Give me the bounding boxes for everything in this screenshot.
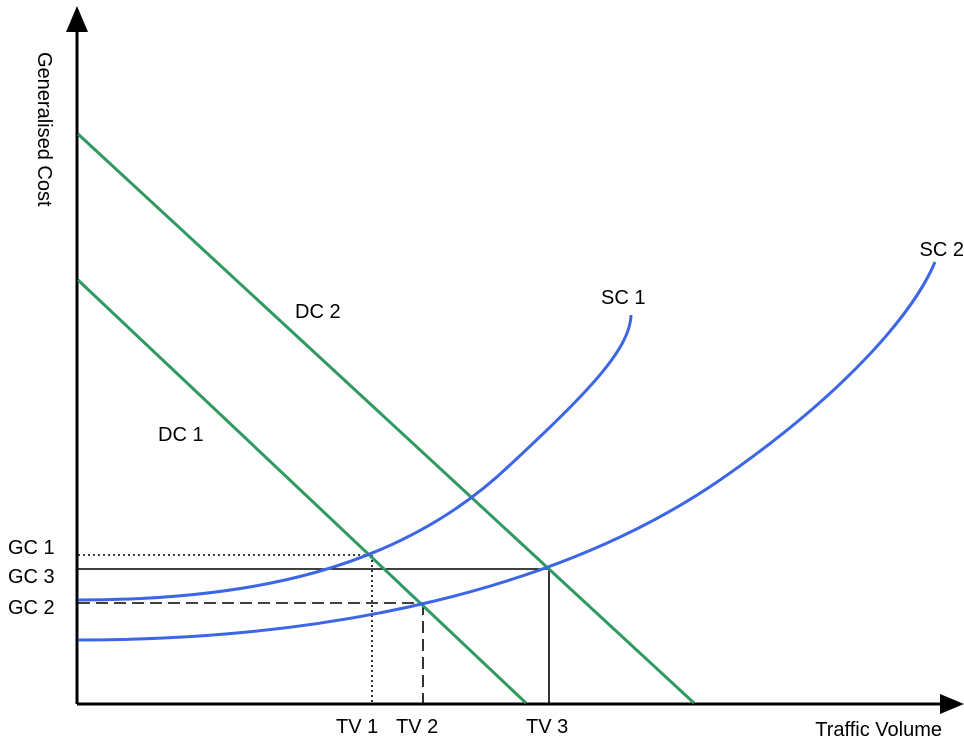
demand-curves	[76, 132, 696, 705]
y-axis-label: Generalised Cost	[33, 52, 55, 207]
sc1-label: SC 1	[601, 287, 645, 309]
x-axis-label: Traffic Volume	[815, 719, 942, 740]
tv1-label: TV 1	[336, 716, 378, 738]
dc1-line	[76, 278, 528, 705]
supply-curves	[77, 261, 937, 642]
x-axis-arrowhead	[940, 694, 964, 714]
sc2-label: SC 2	[920, 239, 964, 261]
y-axis-arrowhead	[66, 6, 88, 32]
gc2-label: GC 2	[8, 597, 55, 619]
dc2-label: DC 2	[295, 301, 341, 323]
gc1-label: GC 1	[8, 537, 55, 559]
tv2-label: TV 2	[396, 716, 438, 738]
sc1-curve	[77, 314, 633, 602]
guide-lines	[78, 554, 550, 703]
tv3-label: TV 3	[526, 716, 568, 738]
sc2-curve	[77, 261, 937, 642]
axes	[66, 6, 964, 714]
dc1-label: DC 1	[158, 424, 204, 446]
dc2-line	[76, 132, 696, 705]
gc3-label: GC 3	[8, 566, 55, 588]
